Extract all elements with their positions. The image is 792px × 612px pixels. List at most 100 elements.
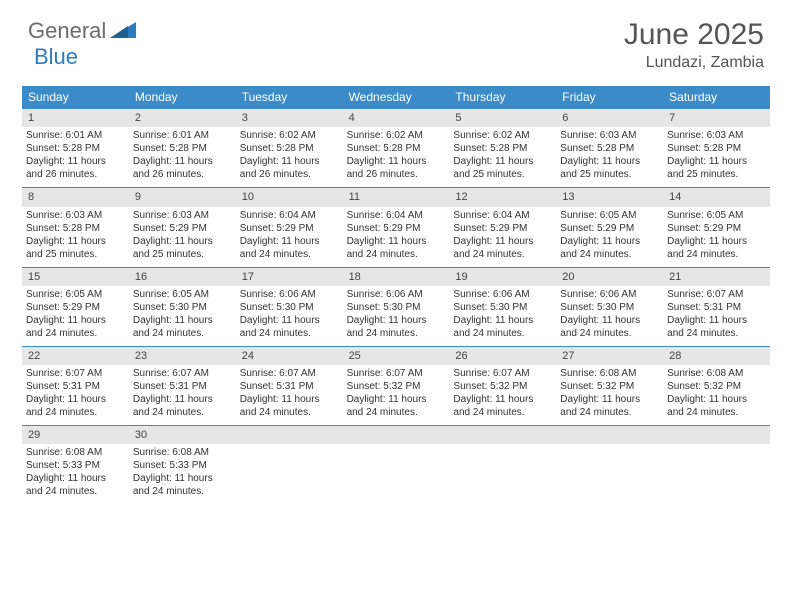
day-cell: 14Sunrise: 6:05 AMSunset: 5:29 PMDayligh… <box>663 188 770 266</box>
week-row: 29Sunrise: 6:08 AMSunset: 5:33 PMDayligh… <box>22 425 770 504</box>
logo-word-general: General <box>28 18 106 44</box>
day-cell: 18Sunrise: 6:06 AMSunset: 5:30 PMDayligh… <box>343 268 450 346</box>
sunset-text: Sunset: 5:29 PM <box>240 222 339 235</box>
daylight-text: and 24 minutes. <box>347 327 446 340</box>
day-cell: 1Sunrise: 6:01 AMSunset: 5:28 PMDaylight… <box>22 109 129 187</box>
sunrise-text: Sunrise: 6:07 AM <box>133 367 232 380</box>
day-cell: 13Sunrise: 6:05 AMSunset: 5:29 PMDayligh… <box>556 188 663 266</box>
day-number: 18 <box>343 268 450 286</box>
sunrise-text: Sunrise: 6:02 AM <box>453 129 552 142</box>
day-number: 25 <box>343 347 450 365</box>
daylight-text: Daylight: 11 hours <box>560 393 659 406</box>
day-number: 26 <box>449 347 556 365</box>
sunset-text: Sunset: 5:29 PM <box>453 222 552 235</box>
daylight-text: Daylight: 11 hours <box>26 393 125 406</box>
daylight-text: Daylight: 11 hours <box>347 235 446 248</box>
daylight-text: and 24 minutes. <box>133 406 232 419</box>
day-cell <box>663 426 770 504</box>
daylight-text: and 24 minutes. <box>560 248 659 261</box>
sunrise-text: Sunrise: 6:07 AM <box>347 367 446 380</box>
sunset-text: Sunset: 5:30 PM <box>560 301 659 314</box>
weekday-wednesday: Wednesday <box>343 86 450 108</box>
daylight-text: Daylight: 11 hours <box>667 155 766 168</box>
day-cell: 24Sunrise: 6:07 AMSunset: 5:31 PMDayligh… <box>236 347 343 425</box>
title-block: June 2025 Lundazi, Zambia <box>624 18 764 72</box>
day-cell: 16Sunrise: 6:05 AMSunset: 5:30 PMDayligh… <box>129 268 236 346</box>
sunset-text: Sunset: 5:32 PM <box>347 380 446 393</box>
day-cell: 26Sunrise: 6:07 AMSunset: 5:32 PMDayligh… <box>449 347 556 425</box>
daylight-text: and 25 minutes. <box>26 248 125 261</box>
day-cell: 17Sunrise: 6:06 AMSunset: 5:30 PMDayligh… <box>236 268 343 346</box>
daylight-text: and 25 minutes. <box>133 248 232 261</box>
daylight-text: Daylight: 11 hours <box>347 393 446 406</box>
daylight-text: and 25 minutes. <box>560 168 659 181</box>
header: General June 2025 Lundazi, Zambia <box>0 0 792 80</box>
daylight-text: Daylight: 11 hours <box>560 314 659 327</box>
day-number: 10 <box>236 188 343 206</box>
day-number: 4 <box>343 109 450 127</box>
daylight-text: Daylight: 11 hours <box>26 314 125 327</box>
daylight-text: Daylight: 11 hours <box>26 155 125 168</box>
day-cell: 19Sunrise: 6:06 AMSunset: 5:30 PMDayligh… <box>449 268 556 346</box>
sunset-text: Sunset: 5:33 PM <box>133 459 232 472</box>
sunrise-text: Sunrise: 6:07 AM <box>667 288 766 301</box>
day-number: 19 <box>449 268 556 286</box>
daylight-text: and 24 minutes. <box>453 248 552 261</box>
sunset-text: Sunset: 5:30 PM <box>453 301 552 314</box>
sunset-text: Sunset: 5:28 PM <box>560 142 659 155</box>
day-cell <box>449 426 556 504</box>
daylight-text: Daylight: 11 hours <box>240 314 339 327</box>
sunrise-text: Sunrise: 6:05 AM <box>560 209 659 222</box>
day-number: 22 <box>22 347 129 365</box>
daylight-text: and 24 minutes. <box>26 327 125 340</box>
daylight-text: and 24 minutes. <box>560 327 659 340</box>
sunrise-text: Sunrise: 6:05 AM <box>133 288 232 301</box>
sunset-text: Sunset: 5:29 PM <box>133 222 232 235</box>
daylight-text: and 24 minutes. <box>26 485 125 498</box>
day-cell <box>556 426 663 504</box>
day-number: 24 <box>236 347 343 365</box>
location-label: Lundazi, Zambia <box>624 54 764 72</box>
daylight-text: Daylight: 11 hours <box>133 472 232 485</box>
sunrise-text: Sunrise: 6:08 AM <box>560 367 659 380</box>
week-row: 15Sunrise: 6:05 AMSunset: 5:29 PMDayligh… <box>22 267 770 346</box>
day-cell: 21Sunrise: 6:07 AMSunset: 5:31 PMDayligh… <box>663 268 770 346</box>
day-cell: 6Sunrise: 6:03 AMSunset: 5:28 PMDaylight… <box>556 109 663 187</box>
daylight-text: Daylight: 11 hours <box>26 472 125 485</box>
day-number: 12 <box>449 188 556 206</box>
sunrise-text: Sunrise: 6:05 AM <box>26 288 125 301</box>
daylight-text: Daylight: 11 hours <box>240 155 339 168</box>
day-cell: 27 Sunrise: 6:08 AMSunset: 5:32 PMDayligh… <box>556 347 663 425</box>
daylight-text: and 24 minutes. <box>240 406 339 419</box>
sunrise-text: Sunrise: 6:03 AM <box>560 129 659 142</box>
daylight-text: Daylight: 11 hours <box>453 393 552 406</box>
sunset-text: Sunset: 5:28 PM <box>26 222 125 235</box>
sunset-text: Sunset: 5:32 PM <box>560 380 659 393</box>
day-cell: 22Sunrise: 6:07 AMSunset: 5:31 PMDayligh… <box>22 347 129 425</box>
day-cell: 7Sunrise: 6:03 AMSunset: 5:28 PMDaylight… <box>663 109 770 187</box>
day-cell: 2Sunrise: 6:01 AMSunset: 5:28 PMDaylight… <box>129 109 236 187</box>
sunset-text: Sunset: 5:30 PM <box>240 301 339 314</box>
daylight-text: and 24 minutes. <box>26 406 125 419</box>
daylight-text: and 26 minutes. <box>240 168 339 181</box>
sunset-text: Sunset: 5:32 PM <box>453 380 552 393</box>
sunrise-text: Sunrise: 6:06 AM <box>560 288 659 301</box>
day-number <box>236 426 343 444</box>
day-number: 27 <box>556 347 663 365</box>
day-number: 5 <box>449 109 556 127</box>
day-cell: 8Sunrise: 6:03 AMSunset: 5:28 PMDaylight… <box>22 188 129 266</box>
sunset-text: Sunset: 5:33 PM <box>26 459 125 472</box>
day-cell: 23Sunrise: 6:07 AMSunset: 5:31 PMDayligh… <box>129 347 236 425</box>
sunrise-text: Sunrise: 6:08 AM <box>26 446 125 459</box>
day-cell: 20Sunrise: 6:06 AMSunset: 5:30 PMDayligh… <box>556 268 663 346</box>
weekday-thursday: Thursday <box>449 86 556 108</box>
daylight-text: and 24 minutes. <box>560 406 659 419</box>
sunset-text: Sunset: 5:31 PM <box>240 380 339 393</box>
logo: General <box>28 18 136 44</box>
daylight-text: Daylight: 11 hours <box>133 314 232 327</box>
sunset-text: Sunset: 5:30 PM <box>133 301 232 314</box>
weekday-friday: Friday <box>556 86 663 108</box>
sunrise-text: Sunrise: 6:06 AM <box>347 288 446 301</box>
day-cell: 11Sunrise: 6:04 AMSunset: 5:29 PMDayligh… <box>343 188 450 266</box>
daylight-text: and 24 minutes. <box>667 327 766 340</box>
